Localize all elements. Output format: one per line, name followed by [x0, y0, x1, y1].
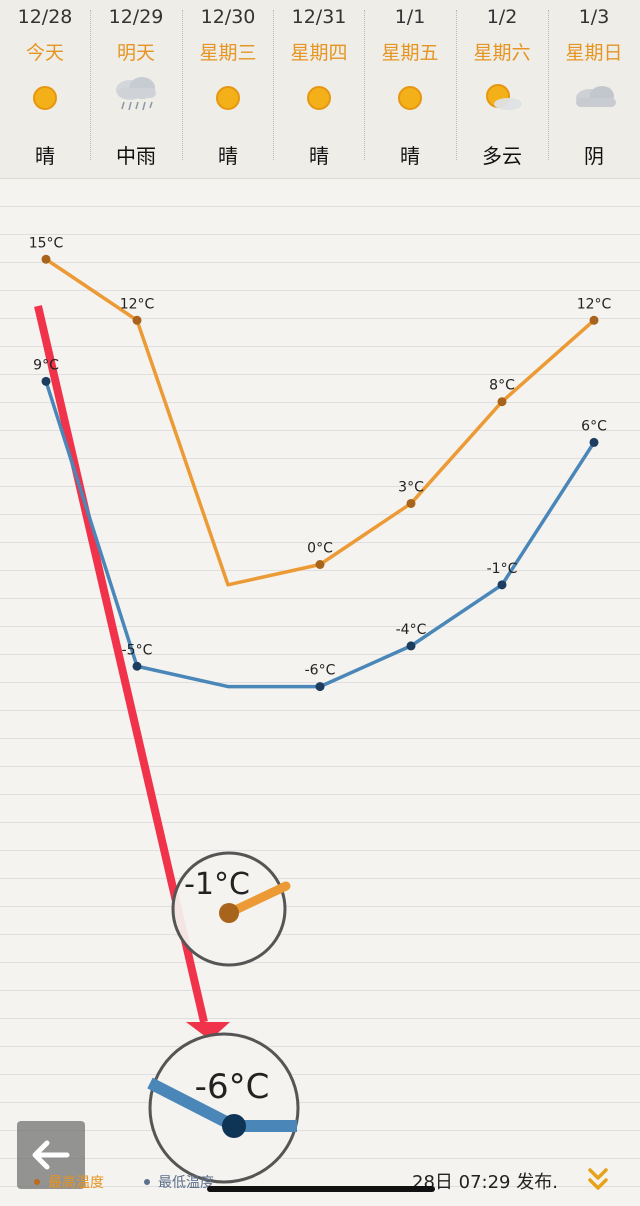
forecast-day[interactable]: 1/3 星期日 阴	[549, 0, 639, 178]
high-temp-point	[132, 315, 142, 325]
low-temp-label-highlight: -6°C	[195, 1067, 270, 1107]
temperature-chart-area	[0, 179, 640, 1206]
low-temp-label: 9°C	[33, 357, 59, 373]
legend-dot-high	[34, 1179, 40, 1185]
forecast-date: 12/30	[200, 6, 256, 28]
forecast-day[interactable]: 1/1 星期五 晴	[365, 0, 455, 178]
forecast-condition: 阴	[584, 144, 604, 168]
high-temp-label: 15°C	[29, 235, 64, 251]
day-divider	[273, 10, 274, 160]
low-temp-label: -6°C	[305, 663, 336, 679]
forecast-weekday: 星期三	[199, 42, 257, 64]
annotation-arrowhead	[186, 1022, 230, 1040]
overcast-icon	[566, 78, 622, 122]
arrow-left-icon	[32, 1140, 70, 1170]
forecast-day[interactable]: 1/2 星期六 多云	[457, 0, 547, 178]
high-temp-point	[41, 254, 51, 264]
forecast-date: 12/28	[17, 6, 73, 28]
legend-item-high: 最高温度	[34, 1172, 104, 1192]
high-temp-point	[315, 560, 325, 569]
sunny-icon	[25, 78, 65, 122]
forecast-day[interactable]: 12/30 星期三 晴	[183, 0, 273, 178]
low-temp-point	[406, 641, 416, 651]
low-temp-point	[41, 376, 51, 386]
sunny-icon	[299, 78, 339, 122]
forecast-condition: 晴	[218, 144, 238, 168]
day-divider	[364, 10, 365, 160]
sunny-icon	[208, 78, 248, 122]
high-temp-label: 3°C	[398, 479, 424, 495]
high-temp-label-highlight: -1°C	[184, 867, 250, 902]
high-temp-label: 0°C	[307, 541, 333, 557]
day-divider	[182, 10, 183, 160]
magnified-high-segment	[224, 881, 291, 918]
day-divider	[548, 10, 549, 160]
forecast-date: 1/1	[394, 6, 426, 28]
day-divider	[90, 10, 91, 160]
partly-cloudy-icon	[480, 78, 524, 122]
high-temp-point	[589, 315, 599, 325]
low-temp-label: 6°C	[581, 418, 607, 434]
rain-icon	[108, 74, 164, 118]
high-temp-point	[406, 498, 416, 508]
magnified-low-segment-left	[147, 1077, 237, 1132]
back-button[interactable]	[17, 1121, 85, 1189]
forecast-day[interactable]: 12/28 今天 晴	[0, 0, 90, 178]
sunny-icon	[390, 78, 430, 122]
legend-label-low: 最低温度	[158, 1175, 214, 1191]
forecast-date: 1/2	[486, 6, 518, 28]
forecast-condition: 晴	[400, 144, 420, 168]
forecast-weekday: 星期六	[473, 42, 531, 64]
legend-item-low: 最低温度	[144, 1172, 214, 1192]
forecast-condition: 中雨	[116, 144, 156, 168]
magnifier-low	[148, 1032, 300, 1184]
low-temp-point	[315, 682, 325, 692]
forecast-weekday: 星期五	[381, 42, 439, 64]
forecast-date: 1/3	[578, 6, 610, 28]
high-temp-point-highlight	[219, 903, 239, 923]
low-temp-point	[132, 661, 142, 671]
low-temp-line	[44, 380, 596, 689]
publish-time: 28日 07:29 发布.	[412, 1172, 558, 1193]
home-indicator	[207, 1186, 435, 1192]
high-temp-label: 12°C	[577, 296, 612, 312]
low-temp-label: -5°C	[122, 642, 153, 658]
high-temp-label: 12°C	[120, 296, 155, 312]
forecast-weekday: 今天	[25, 42, 64, 64]
day-divider	[456, 10, 457, 160]
forecast-date: 12/29	[108, 6, 164, 28]
high-temp-point	[497, 397, 507, 407]
forecast-day[interactable]: 12/31 星期四 晴	[274, 0, 364, 178]
forecast-weekday: 星期四	[290, 42, 348, 64]
low-temp-label: -1°C	[487, 561, 518, 577]
forecast-condition: 晴	[309, 144, 329, 168]
low-temp-point-highlight	[222, 1114, 246, 1138]
low-temp-point	[497, 580, 507, 590]
legend-dot-low	[144, 1179, 150, 1185]
chart-legend: 最高温度 最低温度	[34, 1170, 254, 1194]
double-chevron-down-icon[interactable]	[586, 1164, 610, 1198]
low-temp-label: -4°C	[396, 622, 427, 638]
forecast-condition: 多云	[482, 144, 522, 168]
forecast-day[interactable]: 12/29 明天 中雨	[91, 0, 181, 178]
forecast-header: 12/28 今天 晴 12/29 明天 中雨 12/30 星期三	[0, 0, 640, 179]
high-temp-label: 8°C	[489, 378, 515, 394]
forecast-date: 12/31	[291, 6, 347, 28]
forecast-weekday: 星期日	[565, 42, 623, 64]
forecast-weekday: 明天	[116, 42, 155, 64]
legend-label-high: 最高温度	[48, 1175, 104, 1191]
low-temp-point	[589, 437, 599, 447]
forecast-condition: 晴	[35, 144, 55, 168]
